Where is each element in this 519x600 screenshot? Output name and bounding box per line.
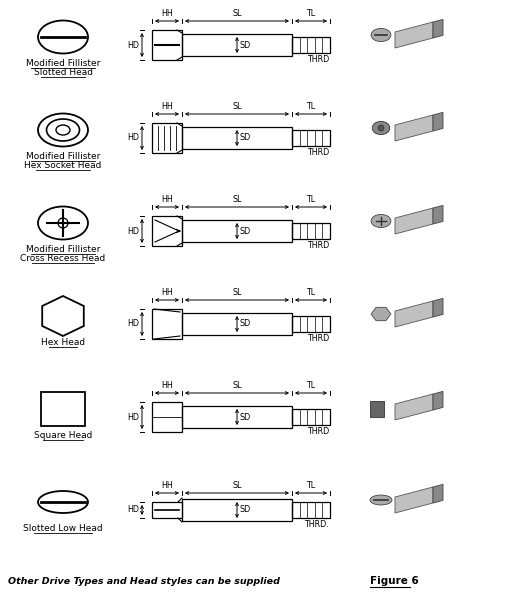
- Bar: [292, 316, 330, 332]
- Ellipse shape: [371, 28, 391, 41]
- Ellipse shape: [371, 214, 391, 227]
- Polygon shape: [395, 301, 433, 327]
- Text: HD: HD: [127, 226, 139, 235]
- Text: HD: HD: [127, 40, 139, 49]
- Polygon shape: [371, 307, 391, 320]
- Circle shape: [378, 125, 384, 131]
- Bar: [182, 406, 292, 428]
- Bar: [292, 409, 330, 425]
- Text: HH: HH: [161, 9, 173, 18]
- Text: HH: HH: [161, 288, 173, 297]
- Text: TL: TL: [306, 381, 316, 390]
- Bar: [182, 499, 292, 521]
- Text: Cross Recess Head: Cross Recess Head: [20, 254, 106, 263]
- Polygon shape: [433, 205, 443, 224]
- Bar: [292, 223, 330, 239]
- Polygon shape: [395, 115, 433, 141]
- Bar: [152, 216, 182, 246]
- Polygon shape: [395, 208, 433, 234]
- Text: THRD: THRD: [307, 427, 329, 436]
- Text: THRD: THRD: [307, 148, 329, 157]
- Text: THRD.: THRD.: [304, 520, 329, 529]
- Text: TL: TL: [306, 195, 316, 204]
- Text: Modified Fillister: Modified Fillister: [26, 59, 100, 68]
- Text: TL: TL: [306, 102, 316, 111]
- Polygon shape: [433, 484, 443, 503]
- Bar: [292, 37, 330, 53]
- Text: Hex Head: Hex Head: [41, 338, 85, 347]
- Text: SL: SL: [232, 195, 242, 204]
- Bar: [182, 127, 292, 149]
- Text: HH: HH: [161, 102, 173, 111]
- Polygon shape: [433, 391, 443, 410]
- Text: TL: TL: [306, 288, 316, 297]
- Bar: [182, 34, 292, 56]
- Text: Slotted Low Head: Slotted Low Head: [23, 524, 103, 533]
- Polygon shape: [433, 112, 443, 131]
- Text: TL: TL: [306, 9, 316, 18]
- Text: Slotted Head: Slotted Head: [34, 68, 92, 77]
- Text: SD: SD: [240, 505, 251, 514]
- Text: TL: TL: [306, 481, 316, 490]
- Text: SL: SL: [232, 102, 242, 111]
- Text: HD: HD: [127, 133, 139, 142]
- Text: SD: SD: [240, 226, 251, 235]
- Ellipse shape: [370, 495, 392, 505]
- Text: THRD: THRD: [307, 334, 329, 343]
- Text: HD: HD: [127, 505, 139, 514]
- Polygon shape: [395, 487, 433, 513]
- Bar: [152, 30, 182, 60]
- Text: SD: SD: [240, 133, 251, 142]
- Text: Square Head: Square Head: [34, 431, 92, 440]
- Text: SD: SD: [240, 413, 251, 421]
- Text: SD: SD: [240, 319, 251, 329]
- Text: SD: SD: [240, 40, 251, 49]
- Bar: [152, 123, 182, 153]
- Text: HD: HD: [127, 319, 139, 329]
- Text: Modified Fillister: Modified Fillister: [26, 152, 100, 161]
- Text: SL: SL: [232, 481, 242, 490]
- Text: HH: HH: [161, 481, 173, 490]
- Polygon shape: [433, 298, 443, 317]
- Bar: [182, 313, 292, 335]
- Bar: [152, 309, 182, 339]
- Bar: [292, 502, 330, 518]
- Text: SL: SL: [232, 288, 242, 297]
- Polygon shape: [395, 22, 433, 48]
- Bar: [152, 502, 182, 518]
- Bar: [182, 220, 292, 242]
- Polygon shape: [370, 401, 384, 416]
- Text: THRD: THRD: [307, 55, 329, 64]
- Text: Other Drive Types and Head styles can be supplied: Other Drive Types and Head styles can be…: [8, 577, 280, 586]
- Text: Hex Socket Head: Hex Socket Head: [24, 161, 102, 170]
- Text: SL: SL: [232, 9, 242, 18]
- Bar: [41, 392, 85, 426]
- Text: HH: HH: [161, 381, 173, 390]
- Text: THRD: THRD: [307, 241, 329, 250]
- Text: HH: HH: [161, 195, 173, 204]
- Bar: [152, 402, 182, 432]
- Text: HD: HD: [127, 413, 139, 421]
- Text: Figure 6: Figure 6: [370, 576, 419, 586]
- Polygon shape: [395, 394, 433, 420]
- Ellipse shape: [372, 121, 390, 134]
- Polygon shape: [433, 19, 443, 38]
- Text: Modified Fillister: Modified Fillister: [26, 245, 100, 254]
- Bar: [292, 130, 330, 146]
- Text: SL: SL: [232, 381, 242, 390]
